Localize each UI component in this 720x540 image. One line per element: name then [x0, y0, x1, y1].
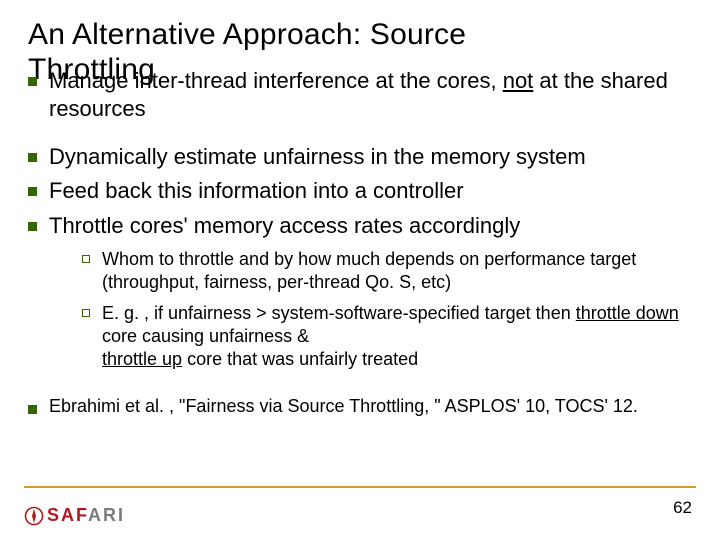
text-span: Manage inter-thread interference at the …: [49, 68, 503, 93]
logo-part1: SAF: [47, 505, 88, 525]
text-span: core that was unfairly treated: [182, 349, 418, 369]
footer-divider: [24, 486, 696, 489]
bullet-text: Dynamically estimate unfairness in the m…: [49, 143, 586, 171]
sub-bullet-item: Whom to throttle and by how much depends…: [82, 248, 692, 294]
bullet-marker-icon: [28, 77, 37, 86]
text-underline: throttle down: [576, 303, 679, 323]
bullet-marker-icon: [28, 187, 37, 196]
sub-bullet-marker-icon: [82, 255, 90, 263]
bullet-text: Feed back this information into a contro…: [49, 177, 464, 205]
bullet-group: Dynamically estimate unfairness in the m…: [28, 143, 692, 371]
slide: An Alternative Approach: Source Throttli…: [0, 0, 720, 540]
sub-bullet-marker-icon: [82, 309, 90, 317]
page-number: 62: [673, 498, 692, 518]
safari-logo: SAFARI: [24, 505, 125, 526]
bullet-item-citation: Ebrahimi et al. , "Fairness via Source T…: [28, 395, 692, 418]
text-span: core causing unfairness &: [102, 326, 309, 346]
bullet-list: Manage inter-thread interference at the …: [28, 67, 692, 418]
bullet-item: Throttle cores' memory access rates acco…: [28, 212, 692, 240]
text-span: E. g. , if unfairness > system-software-…: [102, 303, 576, 323]
bullet-text: Manage inter-thread interference at the …: [49, 67, 692, 123]
sub-bullet-text: Whom to throttle and by how much depends…: [102, 248, 692, 294]
sub-bullet-text: E. g. , if unfairness > system-software-…: [102, 302, 692, 371]
bullet-marker-icon: [28, 405, 37, 414]
logo-text: SAFARI: [47, 505, 125, 526]
compass-icon: [24, 506, 44, 526]
bullet-item: Dynamically estimate unfairness in the m…: [28, 143, 692, 171]
bullet-item: Manage inter-thread interference at the …: [28, 67, 692, 123]
bullet-marker-icon: [28, 153, 37, 162]
bullet-item: Feed back this information into a contro…: [28, 177, 692, 205]
citation-text: Ebrahimi et al. , "Fairness via Source T…: [49, 395, 638, 418]
bullet-text: Throttle cores' memory access rates acco…: [49, 212, 520, 240]
text-underline: not: [503, 68, 534, 93]
title-line1: An Alternative Approach: Source: [28, 18, 466, 51]
sub-bullet-item: E. g. , if unfairness > system-software-…: [82, 302, 692, 371]
sub-bullet-list: Whom to throttle and by how much depends…: [82, 248, 692, 371]
bullet-marker-icon: [28, 222, 37, 231]
text-underline: throttle up: [102, 349, 182, 369]
logo-part2: ARI: [88, 505, 125, 525]
